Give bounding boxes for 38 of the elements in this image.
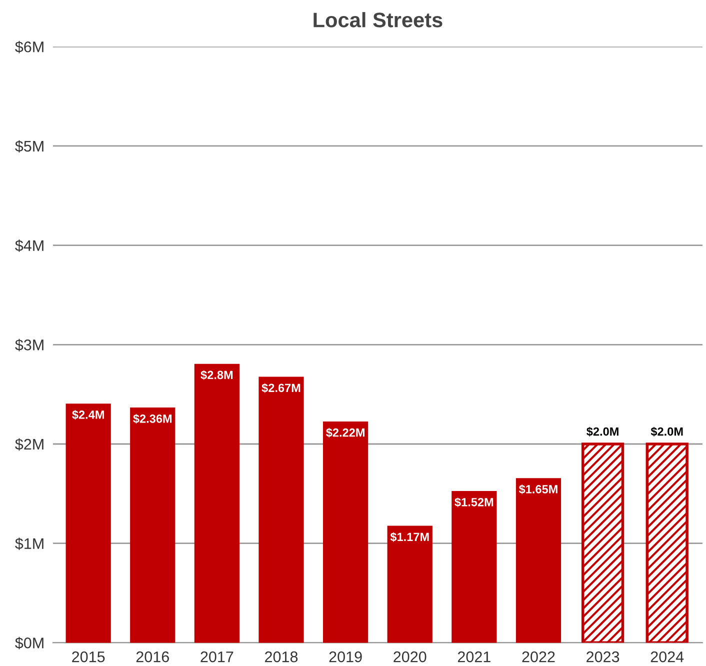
bar [516, 478, 562, 643]
bar [581, 442, 624, 643]
x-tick-label: 2019 [329, 651, 362, 662]
x-tick-label: 2016 [136, 651, 169, 662]
bar [322, 421, 368, 643]
bar [452, 490, 497, 643]
x-tick-label: 2015 [72, 651, 105, 662]
bar [130, 408, 176, 643]
y-tick-label: $0M [15, 636, 44, 650]
data-label: $2.36M [133, 414, 172, 424]
chart-title: Local Streets [314, 12, 442, 28]
bar [387, 526, 432, 643]
bar [66, 404, 111, 643]
bar [258, 376, 304, 643]
data-label: $1.65M [518, 484, 558, 494]
y-tick-label: $4M [15, 240, 44, 252]
x-tick-label: 2017 [200, 651, 234, 662]
data-label: $2.4M [72, 410, 104, 420]
x-tick-label: 2024 [650, 651, 684, 662]
data-label: $2.67M [262, 383, 300, 393]
bar [646, 442, 688, 643]
y-tick-label: $1M [15, 538, 44, 550]
data-label: $2.8M [200, 370, 233, 380]
y-tick-label: $5M [15, 140, 44, 153]
bar [194, 364, 240, 643]
data-label: $1.52M [454, 497, 494, 508]
data-label: $2.0M [586, 426, 618, 436]
x-tick-label: 2020 [394, 651, 426, 662]
x-tick-label: 2022 [522, 651, 555, 662]
x-tick-label: 2023 [586, 651, 620, 662]
x-tick-label: 2021 [458, 651, 490, 662]
data-label: $2.0M [650, 426, 683, 436]
data-label: $1.17M [390, 532, 429, 542]
y-tick-label: $6M [15, 40, 44, 54]
y-tick-label: $2M [15, 438, 44, 451]
x-tick-label: 2018 [265, 651, 298, 662]
y-tick-label: $3M [15, 338, 44, 352]
data-label: $2.22M [326, 428, 364, 438]
